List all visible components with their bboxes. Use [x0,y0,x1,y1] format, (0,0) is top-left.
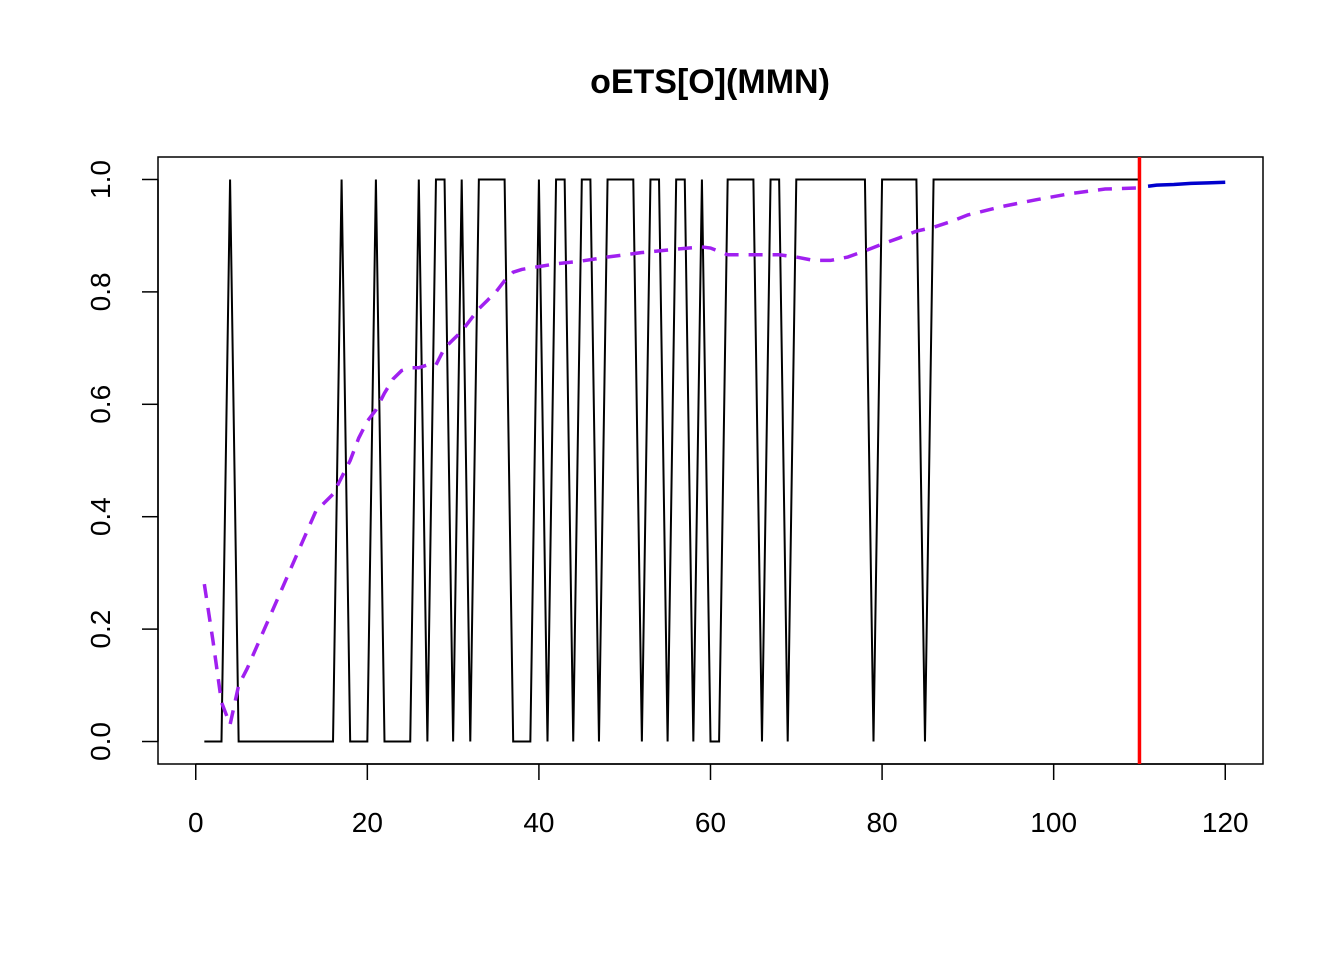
y-tick-label: 0.6 [85,385,116,424]
y-tick-label: 0.4 [85,497,116,536]
y-tick-label: 1.0 [85,160,116,199]
series-line-1 [202,186,1140,731]
series-layer [202,157,1226,764]
x-tick-label: 120 [1202,807,1249,838]
x-tick-label: 100 [1030,807,1077,838]
x-tick-label: 20 [352,807,383,838]
y-tick-label: 0.2 [85,610,116,649]
chart-title: oETS[O](MMN) [590,63,830,101]
y-tick-label: 0.0 [85,722,116,761]
series-line-0 [204,178,1140,743]
series-line-2 [1147,180,1226,188]
axes: 0 20 40 60 80 100 120 0.0 0.2 0.4 0.6 0.8 1.0 [85,160,1249,838]
x-tick-label: 0 [188,807,204,838]
x-tick-label: 80 [867,807,898,838]
x-tick-label: 40 [523,807,554,838]
y-tick-label: 0.8 [85,272,116,311]
x-tick-label: 60 [695,807,726,838]
